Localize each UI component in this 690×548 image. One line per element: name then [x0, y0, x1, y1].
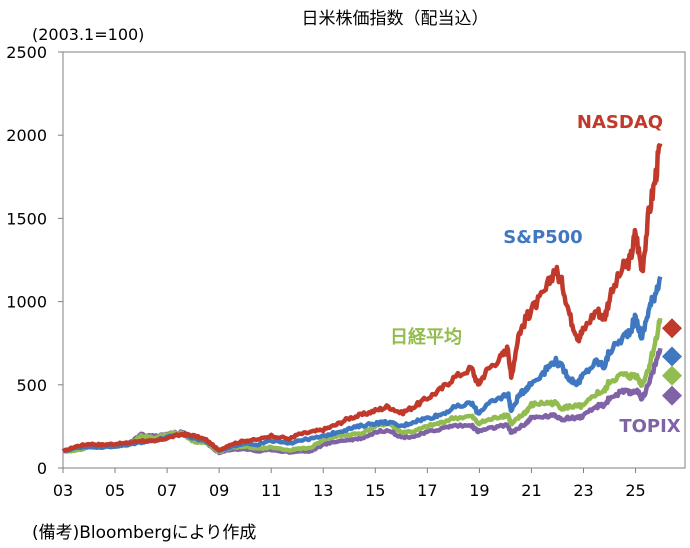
x-tick-label: 07: [157, 481, 177, 500]
y-tick-label: 2500: [6, 43, 47, 62]
x-tick-label: 25: [625, 481, 645, 500]
end-marker-3: [662, 385, 682, 406]
end-value-markers: [662, 318, 682, 406]
x-tick-label: 19: [469, 481, 489, 500]
y-axis: 0 500 1000 1500 2000 2500: [6, 43, 63, 478]
series-line-0: [61, 142, 663, 454]
series-line-1: [61, 275, 663, 454]
end-marker-2: [662, 365, 682, 386]
x-tick-label: 23: [573, 481, 593, 500]
x-tick-label: 09: [209, 481, 229, 500]
x-axis: 03 05 07 09 11 13 15 17 19 21 23 25: [53, 468, 646, 500]
end-marker-0: [662, 318, 682, 339]
chart-title: 日米株価指数（配当込）: [302, 9, 489, 29]
x-tick-label: 13: [313, 481, 333, 500]
end-marker-1: [662, 346, 682, 367]
series-lines: [61, 142, 663, 456]
series-label-nasdaq: NASDAQ: [577, 112, 663, 133]
y-tick-label: 500: [16, 376, 47, 395]
plot-area: [62, 51, 686, 469]
series-label-nikkei: 日経平均: [390, 326, 462, 348]
series-label-topix: TOPIX: [619, 416, 680, 437]
x-tick-label: 03: [53, 481, 73, 500]
x-tick-label: 21: [521, 481, 541, 500]
y-tick-label: 1000: [6, 293, 47, 312]
x-tick-label: 15: [365, 481, 385, 500]
series-line-2: [62, 317, 663, 454]
source-note: (備考)Bloombergにより作成: [32, 523, 256, 543]
y-tick-label: 2000: [6, 126, 47, 145]
x-tick-label: 17: [417, 481, 437, 500]
series-label-sp500: S&P500: [503, 227, 582, 248]
y-tick-label: 0: [37, 459, 47, 478]
y-tick-label: 1500: [6, 209, 47, 228]
x-tick-label: 05: [105, 481, 125, 500]
unit-label: (2003.1=100): [32, 25, 144, 44]
x-tick-label: 11: [261, 481, 281, 500]
